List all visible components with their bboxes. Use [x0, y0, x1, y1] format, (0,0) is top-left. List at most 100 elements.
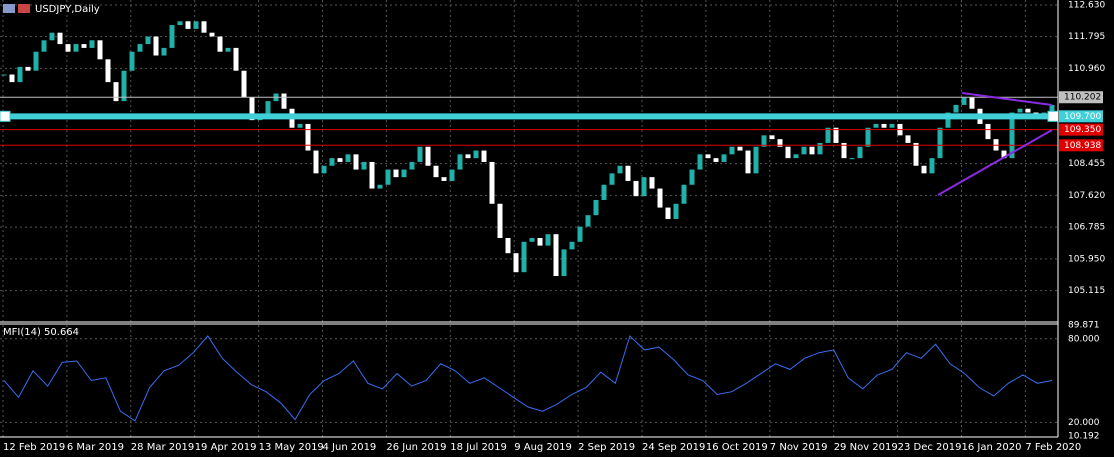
candle: [777, 139, 783, 147]
candle: [617, 165, 623, 174]
candle: [889, 123, 895, 128]
chart-title: USDJPY,Daily: [35, 4, 100, 15]
candle: [713, 158, 719, 162]
candle: [201, 21, 207, 33]
candle: [281, 93, 287, 109]
candle: [353, 154, 359, 170]
candle: [33, 51, 39, 71]
candle: [385, 169, 391, 185]
candle: [769, 135, 775, 140]
candle: [681, 184, 687, 204]
candle: [209, 32, 215, 37]
x-tick-label: 2 Sep 2019: [578, 442, 635, 453]
candle: [505, 237, 511, 254]
candle: [529, 237, 535, 242]
y-tick-label: 89.871: [1068, 321, 1100, 331]
candle: [585, 215, 591, 227]
x-tick-label: 7 Feb 2020: [1025, 442, 1081, 453]
candle: [41, 40, 47, 52]
candle: [105, 59, 111, 83]
candle: [521, 241, 527, 273]
candle: [745, 150, 751, 174]
candle: [97, 40, 103, 60]
candle: [9, 74, 15, 83]
candle: [1025, 108, 1031, 113]
candle: [905, 135, 911, 143]
x-tick-label: 13 May 2019: [259, 442, 324, 453]
x-tick-label: 29 Nov 2019: [834, 442, 898, 453]
candle: [145, 36, 151, 45]
candle: [321, 165, 327, 174]
candle: [857, 146, 863, 159]
candle: [937, 127, 943, 159]
candle: [25, 66, 31, 71]
candle: [825, 127, 831, 143]
y-tick-label: 106.785: [1068, 223, 1105, 233]
y-tick-label: 105.950: [1068, 254, 1105, 264]
y-tick-label: 111.795: [1068, 32, 1105, 42]
candle: [249, 97, 255, 121]
indicator-line: [3, 335, 1053, 422]
candle: [1009, 112, 1015, 159]
candle: [137, 44, 143, 52]
y-tick-label: 80.000: [1068, 334, 1100, 344]
candle: [1001, 150, 1007, 159]
marks-layer: [0, 21, 1059, 422]
candle: [657, 188, 663, 208]
x-tick-label: 19 Apr 2019: [195, 442, 257, 453]
candle: [337, 158, 343, 162]
candle: [345, 154, 351, 162]
candle: [913, 142, 919, 166]
level-label: 108.938: [1064, 141, 1101, 151]
level-label-bg: [1059, 91, 1103, 104]
candle: [49, 32, 55, 41]
candle: [881, 123, 887, 128]
candle: [601, 184, 607, 200]
candle: [673, 203, 679, 219]
x-tick-label: 16 Oct 2019: [706, 442, 768, 453]
y-tick-label: 110.960: [1068, 64, 1105, 74]
x-tick-label: 23 Dec 2019: [898, 442, 962, 453]
candle: [57, 32, 63, 45]
candle: [793, 154, 799, 159]
candle: [297, 123, 303, 128]
candle: [425, 146, 431, 166]
candle: [73, 44, 79, 52]
candle: [577, 226, 583, 242]
candle: [1, 74, 7, 76]
candle: [841, 142, 847, 159]
symbol-icon: [3, 4, 15, 13]
level-label-bg: [1059, 123, 1103, 136]
level-label: 110.202: [1064, 93, 1101, 103]
candle: [873, 123, 879, 128]
candle: [689, 169, 695, 185]
candle: [225, 47, 231, 52]
candle: [849, 158, 855, 160]
candle: [441, 177, 447, 181]
y-tick-label: 10.192: [1068, 432, 1100, 442]
candle: [409, 161, 415, 170]
candle: [433, 165, 439, 178]
candle: [177, 21, 183, 26]
x-tick-label: 16 Jan 2020: [962, 442, 1022, 453]
candle: [489, 161, 495, 204]
level-label-bg: [1059, 139, 1103, 152]
trend-line: [937, 129, 1053, 196]
candle: [217, 36, 223, 52]
candle: [169, 25, 175, 48]
trend-line: [961, 92, 1053, 106]
candle: [121, 70, 127, 102]
candle: [329, 158, 335, 166]
candle: [497, 203, 503, 238]
candle: [89, 40, 95, 48]
candle: [929, 158, 935, 174]
grid-layer: [0, 0, 1058, 437]
x-tick-label: 28 Mar 2019: [131, 442, 194, 453]
candle: [265, 101, 271, 117]
candle: [609, 173, 615, 185]
candle: [649, 177, 655, 189]
candle: [361, 161, 367, 170]
candle: [1017, 108, 1023, 113]
candle: [625, 165, 631, 181]
